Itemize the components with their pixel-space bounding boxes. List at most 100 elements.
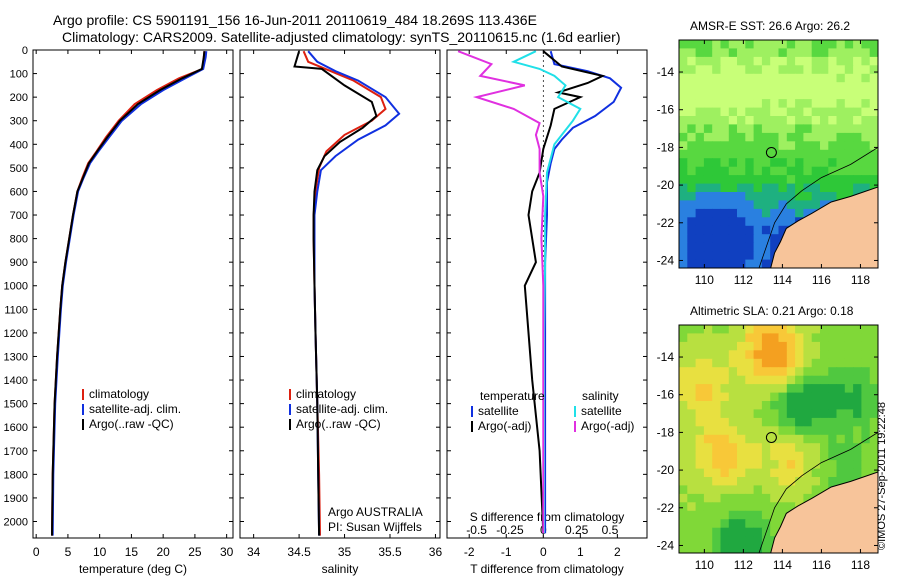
y-tick-label: 200 [10, 92, 28, 104]
x-tick-label: 30 [220, 545, 234, 559]
map-panel-sla: 110 112 114 116 118 -14 -16 -18 -20 -22 -24 [657, 324, 879, 572]
x-tick-label: 34.5 [287, 545, 311, 559]
land-area [770, 471, 878, 553]
x-tick-label: 114 [773, 273, 792, 287]
x-tick-label: 114 [773, 558, 792, 572]
x-tick-label: 0 [540, 545, 547, 559]
y-tick-label: 1600 [4, 422, 28, 434]
y-tick-label: 1300 [4, 351, 28, 363]
panel-frame [239, 49, 441, 539]
y-tick-label: 100 [10, 69, 28, 81]
legend-label: satellite-adj. clim. [296, 402, 388, 416]
profile-panel-2: 34 34.5 35 35.5 36 salinity climatologysatelli… [239, 49, 443, 576]
sst-map-title: AMSR-E SST: 26.6 Argo: 26.2 [690, 19, 851, 33]
y-tick-label: -24 [657, 538, 675, 552]
x-axis-label: temperature (deg C) [79, 562, 187, 576]
y-tick-label: 1900 [4, 493, 28, 505]
y-tick-label: 1000 [4, 281, 28, 293]
legend-header-temperature: temperature [480, 389, 545, 403]
x-tick-label-top: -0.5 [466, 523, 487, 537]
profile-panel-1: 0100200300400500600700800900100011001200… [4, 45, 234, 576]
x-tick-label: 110 [695, 558, 714, 572]
map-frame [678, 39, 879, 269]
y-tick-label: 800 [10, 234, 28, 246]
figure-title-line2: Climatology: CARS2009. Satellite-adjuste… [62, 29, 621, 45]
y-tick-label: -16 [657, 388, 675, 402]
y-tick-label: 2000 [4, 516, 28, 528]
y-tick-label: 300 [10, 116, 28, 128]
profile-panel-3: -2 -1 0 1 2-0.5 -0.25 0 0.25 0.5S difference fro… [446, 49, 648, 576]
x-tick-label: 10 [93, 545, 107, 559]
land-area [770, 186, 878, 268]
y-tick-label: 1100 [4, 304, 28, 316]
sla-map-title: Altimetric SLA: 0.21 Argo: 0.18 [690, 304, 854, 318]
y-tick-label: -14 [657, 350, 675, 364]
y-tick-label: -18 [657, 425, 675, 439]
map-field [679, 40, 878, 268]
y-tick-label: -20 [657, 463, 675, 477]
series-argo-adj--salinity [457, 50, 545, 534]
y-tick-label: -22 [657, 216, 675, 230]
map-panel-sst: 110 112 114 116 118 -14 -16 -18 -20 -22 -24 [657, 39, 879, 287]
x-tick-label: 112 [734, 273, 753, 287]
x-tick-label-top: 0.5 [602, 523, 619, 537]
x-tick-label: 0 [33, 545, 40, 559]
y-tick-label: 1800 [4, 469, 28, 481]
legend-label: climatology [296, 387, 356, 401]
legend-header-salinity: salinity [582, 389, 619, 403]
x-tick-label: 34 [247, 545, 261, 559]
x-tick-label: 35 [338, 545, 352, 559]
y-tick-label: 400 [10, 139, 28, 151]
legend-label: Argo(-adj) [478, 419, 531, 433]
figure-title-line1: Argo profile: CS 5901191_156 16-Jun-2011… [53, 12, 537, 28]
legend-label: climatology [89, 387, 149, 401]
legend-label: satellite [581, 404, 622, 418]
x-tick-label: 118 [851, 558, 870, 572]
y-tick-label: -24 [657, 253, 675, 267]
shelf-contour [758, 432, 878, 553]
y-tick-label: -22 [657, 501, 675, 515]
panel-frame [446, 49, 648, 539]
argo-position-marker [765, 431, 777, 443]
x-tick-label: 110 [695, 273, 714, 287]
panel-frame [32, 49, 234, 539]
x-tick-label: 2 [614, 545, 621, 559]
argo-position-marker [765, 146, 777, 158]
x-tick-label: 25 [188, 545, 202, 559]
y-tick-label: -16 [657, 103, 675, 117]
x-tick-label-top: -0.25 [496, 523, 524, 537]
y-tick-label: 0 [22, 45, 28, 57]
y-tick-label: -18 [657, 140, 675, 154]
x-tick-label: 112 [734, 558, 753, 572]
x-tick-label-top: 0.25 [565, 523, 589, 537]
x-tick-label: 36 [429, 545, 443, 559]
y-tick-label: 500 [10, 163, 28, 175]
y-tick-label: -20 [657, 178, 675, 192]
x-tick-label: 116 [812, 273, 831, 287]
x-tick-label: 116 [812, 558, 831, 572]
x-axis-label: salinity [322, 562, 359, 576]
y-tick-label: 600 [10, 186, 28, 198]
x-tick-label: -1 [501, 545, 512, 559]
annotation-text: Argo AUSTRALIA [328, 505, 423, 519]
series-satellite-salinity [510, 50, 582, 534]
x-tick-label: 5 [65, 545, 72, 559]
y-tick-label: 1500 [4, 399, 28, 411]
y-tick-label: 1400 [4, 375, 28, 387]
legend-label: Argo(..raw -QC) [89, 417, 174, 431]
legend-label: satellite-adj. clim. [89, 402, 181, 416]
x-axis-label: T difference from climatology [470, 562, 624, 576]
legend-label: Argo(-adj) [581, 419, 634, 433]
series-argo-raw-qc- [293, 50, 378, 536]
series-argo-adj--temperature [523, 50, 606, 534]
legend-label: Argo(..raw -QC) [296, 417, 381, 431]
annotation-text: PI: Susan Wijffels [328, 520, 422, 534]
map-field [679, 325, 878, 553]
x-axis-label-top: S difference from climatology [470, 510, 625, 524]
x-tick-label: -2 [464, 545, 475, 559]
shelf-contour [758, 147, 878, 268]
y-tick-label: 1700 [4, 446, 28, 458]
legend-label: satellite [478, 404, 519, 418]
x-tick-label: 118 [851, 273, 870, 287]
x-tick-label: 15 [125, 545, 139, 559]
